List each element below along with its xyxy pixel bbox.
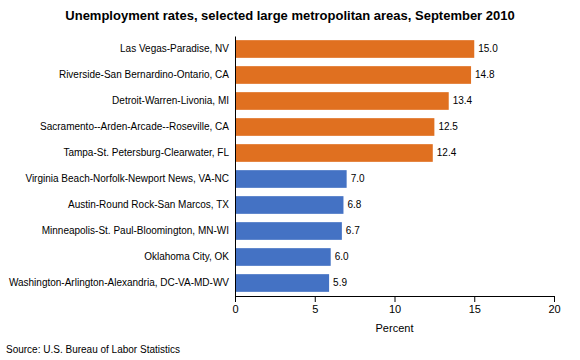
category-label: Virginia Beach-Norfolk-Newport News, VA-… — [25, 173, 229, 184]
bar — [235, 92, 449, 110]
category-label: Las Vegas-Paradise, NV — [120, 43, 229, 54]
category-tick: Washington-Arlington-Alexandria, DC-VA-M… — [9, 277, 235, 288]
data-label: 15.0 — [478, 43, 498, 54]
tick: 5 — [312, 296, 318, 315]
category-tick: Riverside-San Bernardino-Ontario, CA — [59, 69, 235, 80]
tick-mark — [235, 296, 236, 302]
category-axis-line — [235, 37, 236, 297]
title: Unemployment rates, selected large metro… — [65, 8, 514, 23]
tick-label: 10 — [389, 303, 401, 315]
data-label: 12.4 — [437, 147, 457, 158]
tick-label: 20 — [548, 303, 560, 315]
bar — [235, 40, 474, 58]
category-tick: Oklahoma City, OK — [144, 251, 235, 262]
data-label: 6.8 — [347, 199, 361, 210]
bar — [235, 274, 329, 292]
category-label: Oklahoma City, OK — [144, 251, 229, 262]
axis-title: Percent — [376, 322, 414, 334]
category-tick: Virginia Beach-Norfolk-Newport News, VA-… — [25, 173, 235, 184]
bar — [235, 222, 342, 240]
plot: 0 5 10 15 20 Washington-Arlington-Alexandria,… — [9, 37, 561, 315]
tick-label: 0 — [232, 303, 238, 315]
bar — [235, 170, 347, 188]
data-label: 5.9 — [333, 277, 347, 288]
category-label: Detroit-Warren-Livonia, MI — [112, 95, 229, 106]
category-tick: Tampa-St. Petersburg-Clearwater, FL — [63, 147, 235, 158]
bars — [235, 40, 474, 292]
value-axis: 0 5 10 15 20 — [232, 296, 560, 315]
tick-label: 15 — [469, 303, 481, 315]
bar — [235, 196, 343, 214]
category-tick: Las Vegas-Paradise, NV — [120, 43, 235, 54]
tick-mark — [474, 296, 475, 302]
data-label: 6.0 — [335, 251, 349, 262]
bar — [235, 144, 433, 162]
chart: Unemployment rates, selected large metro… — [0, 0, 580, 360]
bar — [235, 118, 434, 136]
data-label: 13.4 — [453, 95, 473, 106]
tick: 10 — [389, 296, 401, 315]
category-axis: Washington-Arlington-Alexandria, DC-VA-M… — [9, 37, 236, 297]
data-label: 7.0 — [351, 173, 365, 184]
category-label: Minneapolis-St. Paul-Bloomington, MN-WI — [42, 225, 229, 236]
category-label: Sacramento--Arden-Arcade--Roseville, CA — [40, 121, 229, 132]
tick-mark — [315, 296, 316, 302]
category-tick: Austin-Round Rock-San Marcos, TX — [68, 199, 235, 210]
data-label: 12.5 — [438, 121, 458, 132]
category-tick: Detroit-Warren-Livonia, MI — [112, 95, 235, 106]
tick: 20 — [548, 296, 560, 315]
tick: 15 — [469, 296, 481, 315]
category-tick: Sacramento--Arden-Arcade--Roseville, CA — [40, 121, 235, 132]
data-labels: 5.9 6.0 6.7 6.8 7.0 12.4 12.5 13.4 14.8 15.0 — [333, 43, 498, 288]
tick-mark — [554, 296, 555, 302]
data-label: 14.8 — [475, 69, 495, 80]
category-label: Tampa-St. Petersburg-Clearwater, FL — [63, 147, 229, 158]
category-label: Washington-Arlington-Alexandria, DC-VA-M… — [9, 277, 229, 288]
value-axis-line — [236, 297, 555, 303]
source-note: Source: U.S. Bureau of Labor Statistics — [6, 344, 180, 355]
tick-mark — [395, 296, 396, 302]
bar — [235, 66, 471, 84]
category-label: Austin-Round Rock-San Marcos, TX — [68, 199, 229, 210]
bar — [235, 248, 331, 266]
tick: 0 — [232, 296, 238, 315]
category-tick: Minneapolis-St. Paul-Bloomington, MN-WI — [42, 225, 235, 236]
tick-label: 5 — [312, 303, 318, 315]
category-label: Riverside-San Bernardino-Ontario, CA — [59, 69, 229, 80]
data-label: 6.7 — [346, 225, 360, 236]
